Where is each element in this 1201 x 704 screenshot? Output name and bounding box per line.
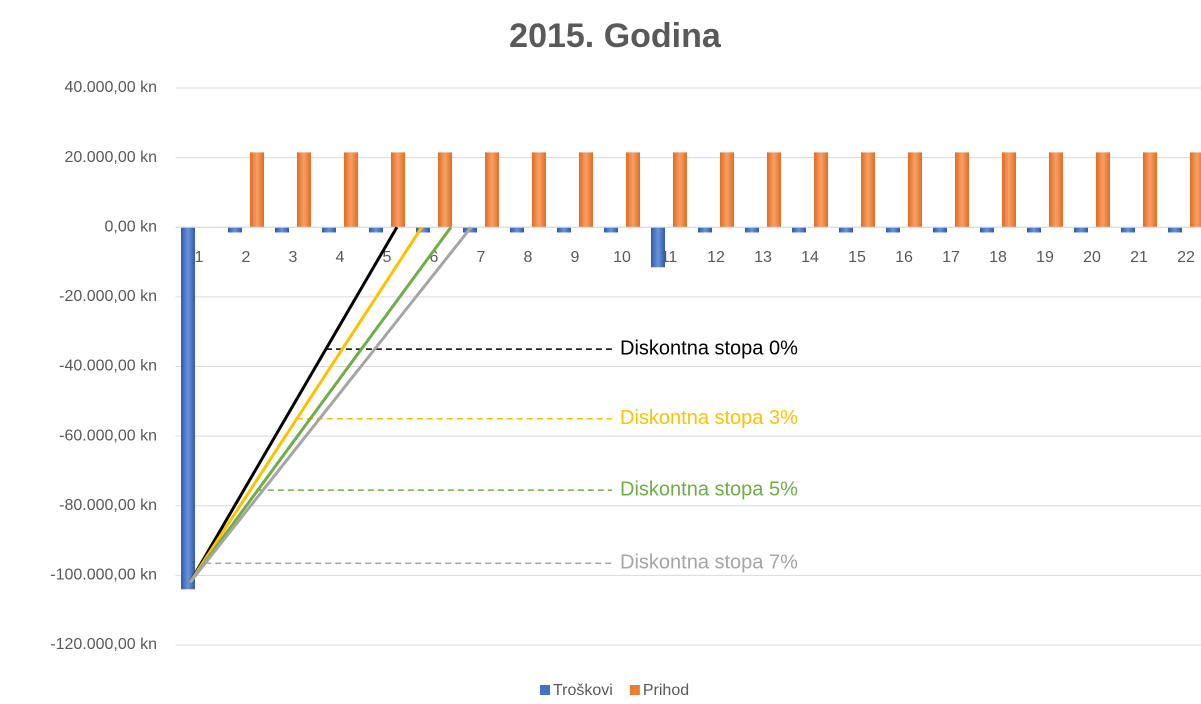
- bar: [1002, 152, 1016, 228]
- bar: [1168, 227, 1182, 233]
- bar: [1074, 227, 1088, 233]
- x-tick-label: 2: [242, 249, 251, 266]
- x-tick-label: 11: [661, 249, 678, 266]
- annotation-label: Diskontna stopa 3%: [620, 407, 798, 429]
- x-tick-label: 7: [477, 249, 486, 266]
- y-tick-label: 40.000,00 kn: [64, 79, 157, 96]
- x-tick-label: 6: [430, 249, 439, 266]
- bar: [228, 227, 242, 233]
- bar: [579, 152, 593, 228]
- x-tick-label: 13: [754, 249, 772, 266]
- y-tick-label: 20.000,00 kn: [64, 149, 157, 166]
- bar: [886, 227, 900, 233]
- bar: [908, 152, 922, 228]
- payback-line: [188, 226, 424, 584]
- bar: [1049, 152, 1063, 228]
- legend-swatch: [629, 685, 640, 695]
- bar: [745, 227, 759, 233]
- x-tick-label: 1: [195, 249, 204, 266]
- bar: [698, 227, 712, 233]
- annotation-label: Diskontna stopa 5%: [620, 478, 798, 500]
- bar: [510, 227, 524, 233]
- bar: [955, 152, 969, 228]
- bar: [767, 152, 781, 228]
- bar: [839, 227, 853, 233]
- bar: [297, 152, 311, 228]
- bar: [1190, 152, 1201, 228]
- x-tick-label: 21: [1130, 249, 1148, 266]
- y-tick-label: -120.000,00 kn: [50, 636, 157, 653]
- annotation-label: Diskontna stopa 7%: [620, 551, 798, 573]
- bar: [438, 152, 452, 228]
- y-tick-label: -40.000,00 kn: [59, 358, 157, 375]
- bar: [391, 152, 405, 228]
- x-tick-label: 15: [848, 249, 866, 266]
- x-tick-label: 20: [1083, 249, 1101, 266]
- bar: [673, 152, 687, 228]
- bar: [792, 227, 806, 233]
- bar: [933, 227, 947, 233]
- payback-line: [188, 226, 453, 584]
- bar: [651, 227, 665, 268]
- legend-swatch: [540, 685, 550, 695]
- bar: [344, 152, 358, 228]
- bar: [485, 152, 499, 228]
- x-tick-label: 5: [383, 249, 392, 266]
- x-tick-label: 17: [942, 249, 960, 266]
- x-tick-label: 10: [613, 249, 631, 266]
- legend-label: Troškovi: [553, 682, 613, 699]
- x-tick-label: 16: [895, 249, 913, 266]
- bar: [416, 227, 430, 233]
- x-tick-label: 19: [1036, 249, 1054, 266]
- bar: [322, 227, 336, 233]
- bar: [1027, 227, 1041, 233]
- x-tick-label: 3: [289, 249, 298, 266]
- payback-line: [188, 226, 473, 584]
- bar: [275, 227, 289, 233]
- bar: [369, 227, 383, 233]
- x-tick-label: 14: [801, 249, 819, 266]
- y-tick-label: -20.000,00 kn: [59, 288, 157, 305]
- bar: [1143, 152, 1157, 228]
- x-tick-label: 4: [336, 249, 345, 266]
- annotation-label: Diskontna stopa 0%: [620, 337, 798, 359]
- bar: [181, 227, 195, 590]
- bar: [980, 227, 994, 233]
- chart-title: 2015. Godina: [509, 17, 722, 55]
- bar: [1096, 152, 1110, 228]
- y-tick-label: -100.000,00 kn: [50, 567, 157, 584]
- bar: [814, 152, 828, 228]
- y-tick-label: -60.000,00 kn: [59, 427, 157, 444]
- bar: [604, 227, 618, 233]
- bar: [250, 152, 264, 228]
- legend-label: Prihod: [643, 682, 689, 699]
- x-tick-label: 22: [1177, 249, 1195, 266]
- x-tick-label: 12: [707, 249, 725, 266]
- bar: [626, 152, 640, 228]
- bar: [861, 152, 875, 228]
- bar: [1121, 227, 1135, 233]
- x-tick-label: 8: [524, 249, 533, 266]
- y-tick-label: 0,00 kn: [105, 218, 157, 235]
- bar: [532, 152, 546, 228]
- x-tick-label: 18: [989, 249, 1007, 266]
- y-tick-label: -80.000,00 kn: [59, 497, 157, 514]
- bar: [720, 152, 734, 228]
- x-tick-label: 9: [571, 249, 580, 266]
- payback-line: [188, 226, 399, 584]
- bar: [557, 227, 571, 233]
